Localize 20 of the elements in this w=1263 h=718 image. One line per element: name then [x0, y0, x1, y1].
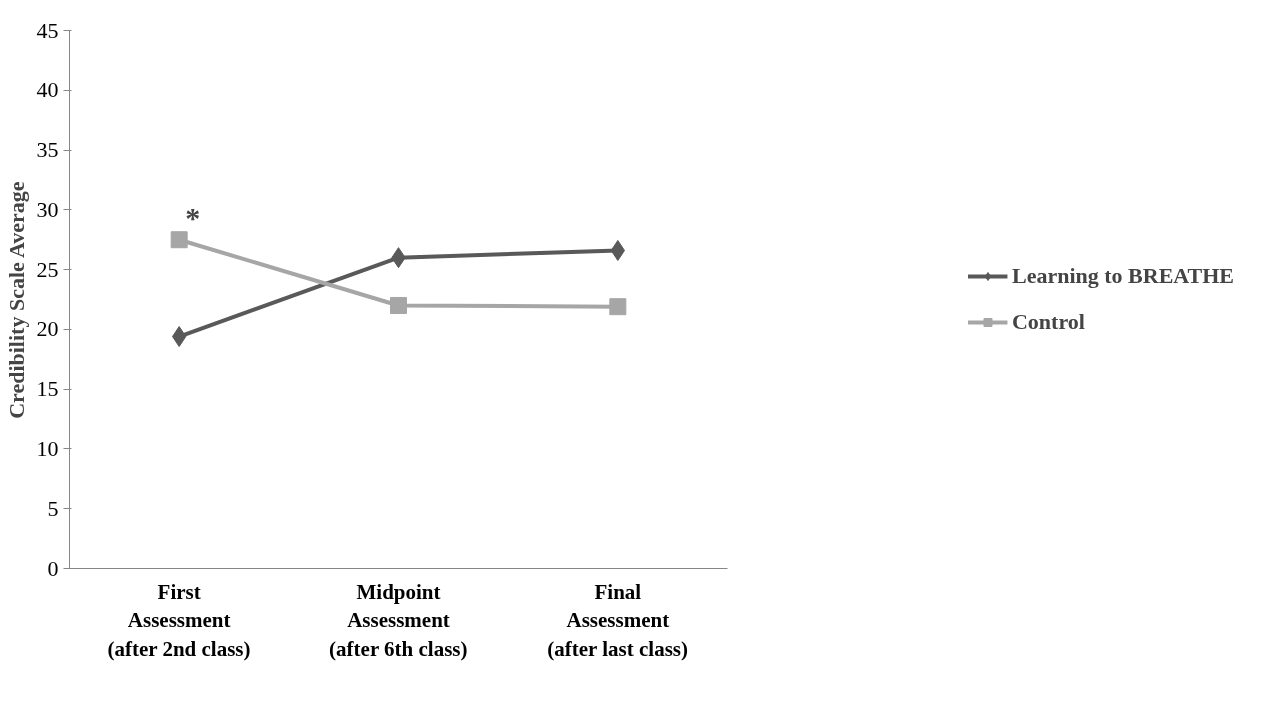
y-tick-label: 20 — [36, 316, 59, 342]
annotation: * — [185, 200, 201, 234]
x-tick-label: Midpoint Assessment (after 6th class) — [329, 579, 468, 662]
point — [390, 296, 407, 314]
y-tick-label: 10 — [36, 435, 59, 461]
y-tick-label: 25 — [36, 256, 59, 282]
x-tick-label: Final Assessment (after last class) — [547, 579, 689, 662]
point — [609, 298, 627, 316]
y-tick-label: 0 — [47, 555, 59, 581]
legend-label: Control — [1011, 309, 1085, 335]
legend-label: Learning to BREATHE — [1011, 263, 1235, 289]
y-tick-label: 30 — [36, 196, 59, 222]
point — [170, 231, 188, 249]
y-tick-label: 35 — [36, 137, 59, 163]
x-tick-label: First Assessment (after 2nd class) — [107, 579, 251, 662]
y-tick-label: 45 — [36, 17, 59, 43]
y-tick-label: 40 — [36, 77, 59, 103]
y-tick-label: 5 — [47, 495, 59, 521]
y-tick-label: 15 — [36, 376, 59, 402]
y-axis-title: Credibility Scale Average — [3, 181, 29, 419]
